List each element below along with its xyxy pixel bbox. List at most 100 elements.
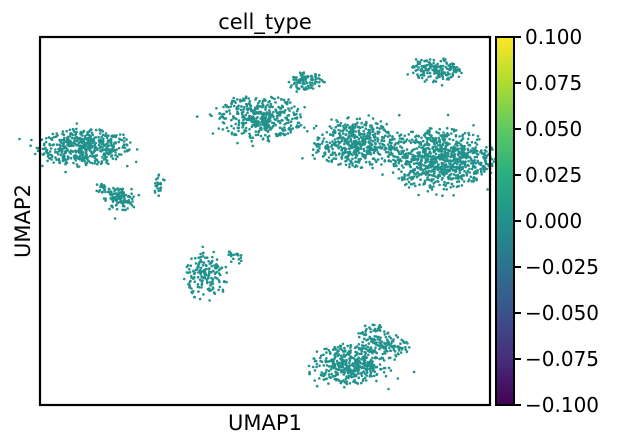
scatter-point <box>336 346 340 349</box>
scatter-point <box>404 160 408 163</box>
scatter-point <box>104 132 108 135</box>
scatter-point <box>384 146 387 149</box>
scatter-point <box>268 119 272 123</box>
scatter-point <box>242 106 246 109</box>
scatter-point <box>137 193 141 197</box>
scatter-point <box>343 346 346 350</box>
scatter-point <box>371 356 374 360</box>
scatter-point <box>458 158 462 162</box>
scatter-point <box>420 76 424 80</box>
scatter-point <box>356 372 360 375</box>
scatter-point <box>471 133 475 137</box>
scatter-point <box>110 134 113 138</box>
scatter-point <box>130 187 133 191</box>
colorbar-tick-label: 0.000 <box>525 209 582 233</box>
scatter-point <box>93 162 97 165</box>
scatter-point <box>295 76 298 79</box>
scatter-point <box>344 160 347 163</box>
scatter-point <box>357 147 360 151</box>
scatter-point <box>325 377 328 381</box>
scatter-point <box>472 164 475 168</box>
scatter-point <box>276 117 279 120</box>
scatter-point <box>131 197 134 201</box>
scatter-point <box>397 177 401 180</box>
scatter-point <box>49 147 53 150</box>
scatter-point <box>260 120 264 123</box>
scatter-point <box>385 338 389 341</box>
scatter-point <box>311 87 315 90</box>
scatter-point <box>379 367 383 371</box>
scatter-point <box>376 136 379 140</box>
scatter-point <box>437 136 441 140</box>
scatter-point <box>308 81 312 84</box>
scatter-point <box>455 66 459 69</box>
scatter-point <box>382 136 385 139</box>
scatter-point <box>429 170 433 173</box>
scatter-point <box>435 76 438 80</box>
scatter-point <box>370 143 374 146</box>
scatter-point <box>404 346 407 349</box>
scatter-point <box>351 162 354 165</box>
scatter-point <box>222 105 225 109</box>
scatter-point <box>283 101 287 104</box>
scatter-point <box>348 150 352 154</box>
scatter-point <box>224 265 228 269</box>
scatter-point <box>114 151 117 154</box>
scatter-point <box>408 176 411 179</box>
scatter-point <box>383 350 386 354</box>
scatter-point <box>289 120 293 123</box>
scatter-point <box>276 96 280 99</box>
scatter-point <box>430 188 434 191</box>
scatter-point <box>261 114 265 117</box>
colorbar-tick-label: 0.025 <box>525 163 582 187</box>
scatter-point <box>461 134 464 138</box>
scatter-point <box>188 285 191 288</box>
scatter-point <box>468 171 472 174</box>
scatter-point <box>432 174 436 177</box>
scatter-point <box>192 269 195 273</box>
scatter-point <box>364 330 368 333</box>
scatter-point <box>300 85 303 88</box>
scatter-point <box>232 115 235 118</box>
scatter-point <box>483 170 486 173</box>
scatter-point <box>333 346 336 350</box>
scatter-point <box>337 136 341 140</box>
scatter-point <box>208 281 212 284</box>
scatter-point <box>336 124 340 127</box>
scatter-point <box>369 152 373 156</box>
scatter-point <box>106 134 109 138</box>
scatter-point <box>379 329 382 332</box>
scatter-point <box>251 136 255 140</box>
scatter-point <box>89 150 93 153</box>
scatter-point <box>86 159 90 162</box>
scatter-point <box>192 277 195 281</box>
scatter-point <box>278 112 281 116</box>
scatter-point <box>225 110 229 113</box>
scatter-point <box>409 141 413 145</box>
scatter-point <box>472 151 476 155</box>
scatter-point <box>429 152 433 155</box>
scatter-point <box>290 84 293 87</box>
scatter-point <box>378 347 381 351</box>
scatter-point <box>109 196 112 200</box>
scatter-point <box>122 144 125 148</box>
scatter-point <box>239 259 243 263</box>
scatter-point <box>389 337 393 340</box>
scatter-point <box>66 149 69 152</box>
scatter-point <box>322 154 325 158</box>
scatter-point <box>339 145 343 149</box>
scatter-point <box>410 170 414 174</box>
scatter-point <box>378 363 382 366</box>
scatter-point <box>296 81 299 85</box>
scatter-point <box>264 98 267 102</box>
scatter-point <box>428 66 432 69</box>
scatter-point <box>440 157 444 160</box>
scatter-point <box>125 143 129 147</box>
scatter-point <box>456 157 460 161</box>
scatter-point <box>99 132 102 135</box>
scatter-point <box>419 178 422 181</box>
scatter-point <box>223 280 226 283</box>
scatter-point <box>385 130 389 134</box>
scatter-point <box>419 167 423 170</box>
scatter-point <box>79 145 82 149</box>
